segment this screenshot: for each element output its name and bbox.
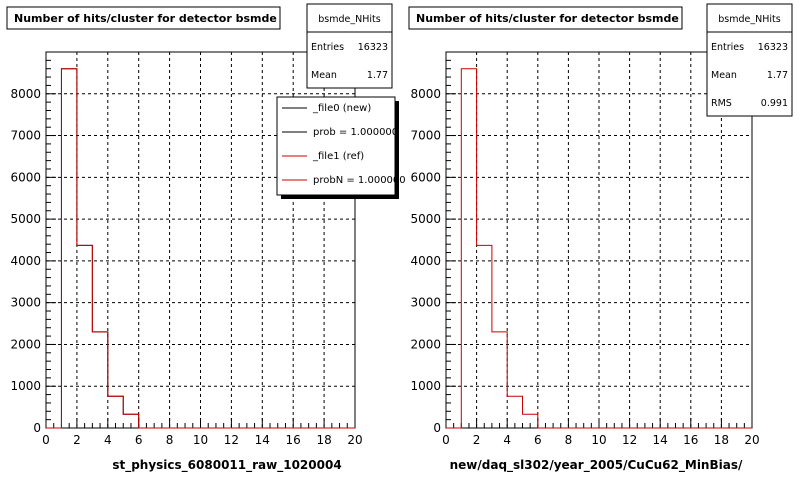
x-tick-label: 6 (135, 433, 143, 447)
left-histogram-pad[interactable]: 0 2 4 6 8 10 12 14 16 18 20 0 1000 2000 3000 4000 5000 60… (6, 3, 406, 473)
x-tick-label: 18 (316, 433, 331, 447)
x-tick-label: 14 (653, 433, 668, 447)
legend-entry: prob = 1.000000 (313, 127, 398, 138)
x-tick-label: 10 (591, 433, 606, 447)
x-tick-label: 20 (744, 433, 759, 447)
stats-value: 1.77 (367, 70, 388, 81)
y-tick-label: 8000 (410, 87, 441, 101)
histogram-series-ref (446, 68, 752, 429)
y-tick-label: 0 (33, 421, 41, 435)
chart-title: Number of hits/cluster for detector bsmd… (14, 12, 277, 25)
stats-label: Mean (311, 70, 337, 81)
x-tick-label: 14 (255, 433, 270, 447)
stats-value: 16323 (758, 42, 788, 53)
x-tick-label: 0 (442, 433, 450, 447)
chart-title: Number of hits/cluster for detector bsmd… (416, 12, 679, 25)
x-tick-label: 20 (347, 433, 362, 447)
stats-name: bsmde_NHits (318, 14, 380, 25)
y-tick-label: 3000 (10, 296, 41, 310)
y-tick-label: 7000 (10, 129, 41, 143)
stats-label: Mean (711, 70, 737, 81)
stats-box (306, 3, 393, 89)
legend-entry: _file0 (new) (312, 103, 371, 114)
right-histogram-pad[interactable]: 0 2 4 6 8 10 12 14 16 18 20 0 1000 2000 3000 4000 5000 60… (408, 3, 793, 473)
x-tick-label: 12 (224, 433, 239, 447)
x-tick-label: 18 (714, 433, 729, 447)
y-tick-label: 1000 (10, 379, 41, 393)
stats-box (706, 3, 793, 117)
x-tick-label: 16 (286, 433, 301, 447)
histogram-series-ref (46, 68, 355, 429)
stats-label: Entries (311, 42, 344, 53)
stats-value: 0.991 (761, 98, 788, 109)
y-tick-label: 2000 (410, 337, 441, 351)
legend-box (276, 96, 396, 196)
y-tick-label: 6000 (10, 170, 41, 184)
y-tick-label: 5000 (10, 212, 41, 226)
y-tick-label: 1000 (410, 379, 441, 393)
y-tick-label: 3000 (410, 296, 441, 310)
x-axis-title: st_physics_6080011_raw_1020004 (112, 458, 341, 473)
title-box (408, 6, 683, 30)
x-tick-label: 8 (166, 433, 174, 447)
y-tick-label: 7000 (410, 129, 441, 143)
stats-value: 16323 (358, 42, 388, 53)
legend-entry: probN = 1.000000 (313, 175, 406, 186)
x-tick-label: 8 (565, 433, 573, 447)
y-tick-label: 5000 (410, 212, 441, 226)
y-tick-label: 0 (433, 421, 441, 435)
x-tick-label: 6 (534, 433, 542, 447)
x-tick-label: 0 (42, 433, 50, 447)
legend-entry: _file1 (ref) (312, 151, 364, 162)
y-tick-label: 4000 (10, 254, 41, 268)
x-tick-label: 2 (73, 433, 81, 447)
stats-label: RMS (711, 98, 732, 109)
y-tick-label: 6000 (410, 170, 441, 184)
x-tick-label: 10 (193, 433, 208, 447)
y-tick-label: 4000 (410, 254, 441, 268)
y-tick-label: 2000 (10, 337, 41, 351)
stats-name: bsmde_NHits (718, 14, 780, 25)
stats-label: Entries (711, 42, 744, 53)
stats-value: 1.77 (767, 70, 788, 81)
x-tick-label: 2 (473, 433, 481, 447)
title-box (6, 6, 281, 30)
x-tick-label: 12 (622, 433, 637, 447)
x-tick-label: 4 (503, 433, 511, 447)
x-axis-title: new/daq_sl302/year_2005/CuCu62_MinBias/ (450, 458, 743, 473)
x-tick-label: 4 (104, 433, 112, 447)
y-tick-label: 8000 (10, 87, 41, 101)
x-tick-label: 16 (683, 433, 698, 447)
